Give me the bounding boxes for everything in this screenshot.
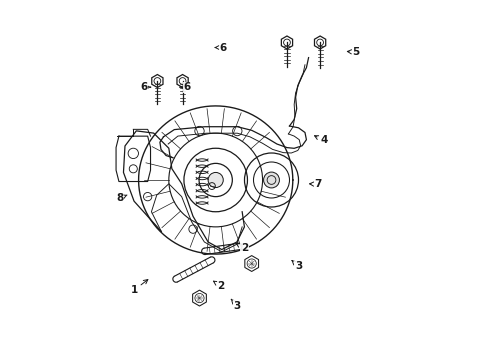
Text: 5: 5 — [346, 47, 359, 57]
Text: 2: 2 — [213, 281, 224, 291]
Text: 8: 8 — [117, 193, 127, 203]
Text: 6: 6 — [140, 82, 150, 92]
Text: 6: 6 — [215, 42, 226, 53]
Text: 7: 7 — [309, 179, 321, 189]
Text: 6: 6 — [180, 82, 190, 92]
Circle shape — [208, 172, 223, 188]
Text: 2: 2 — [236, 243, 247, 253]
Text: 3: 3 — [291, 261, 302, 271]
Text: 1: 1 — [131, 280, 147, 295]
Circle shape — [263, 172, 279, 188]
Text: 4: 4 — [314, 135, 327, 145]
Text: 3: 3 — [231, 299, 241, 311]
